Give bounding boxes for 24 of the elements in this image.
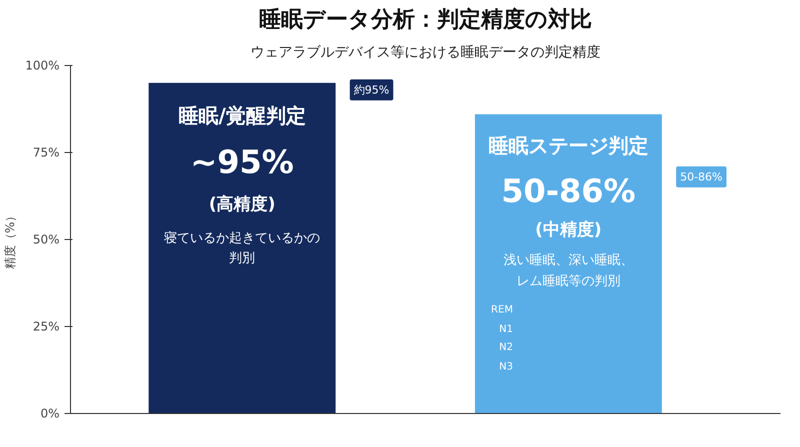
y-tick-label: 25% (32, 320, 60, 334)
annotation: 50-86% (501, 172, 636, 210)
annotation: 睡眠/覚醒判定 (178, 103, 306, 128)
annotation: 睡眠ステージ判定 (488, 134, 648, 158)
annotation: (高精度) (208, 194, 276, 215)
annotation: N3 (499, 362, 513, 373)
annotation: (中精度) (535, 220, 602, 240)
y-tick-label: 75% (32, 146, 60, 160)
annotation: N1 (499, 324, 513, 335)
annotation: 浅い睡眠、深い睡眠、 (503, 252, 634, 268)
y-tick-label: 50% (32, 232, 60, 246)
y-tick-label: 0% (40, 406, 60, 420)
annotation: REM (491, 304, 513, 316)
chart-subtitle: ウェアラブルデバイス等における睡眠データの判定精度 (250, 44, 600, 60)
annotation: 約95% (354, 83, 390, 96)
annotation: 寝ているか起きているかの (164, 230, 320, 246)
y-axis-title: 精度（%） (3, 210, 18, 270)
annotation: 判別 (229, 250, 256, 266)
annotation: N2 (499, 342, 513, 354)
annotation: レム睡眠等の判別 (516, 274, 620, 289)
annotation: 50-86% (680, 170, 723, 184)
y-tick-label: 100% (25, 58, 60, 72)
annotation: ~95% (190, 142, 294, 181)
chart-title: 睡眠データ分析：判定精度の対比 (259, 6, 592, 32)
